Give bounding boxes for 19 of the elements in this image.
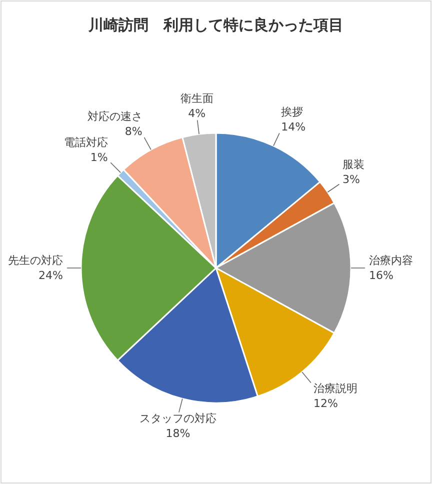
slice-label: 治療内容 (369, 254, 413, 267)
slice-label: 電話対応 (64, 136, 108, 149)
data-label: 18% (166, 427, 190, 440)
data-label: 14% (281, 120, 306, 134)
slice-label: スタッフの対応 (139, 412, 216, 426)
data-label: 16% (369, 269, 394, 282)
slice-label: 服装 (342, 158, 365, 171)
chart-title: 川崎訪問 利用して特に良かった項目 (88, 16, 344, 34)
data-label: 12% (314, 396, 338, 410)
slice-label: 治療説明 (314, 382, 358, 395)
slice-label: 先生の対応 (8, 254, 63, 267)
slice-label: 挨拶 (281, 106, 304, 119)
slice-label: 対応の速さ (87, 110, 142, 123)
data-label: 24% (38, 269, 63, 282)
data-label: 4% (188, 107, 206, 120)
data-label: 1% (90, 150, 108, 164)
data-label: 8% (124, 124, 142, 138)
data-label: 3% (342, 173, 360, 186)
slice-label: 衛生面 (180, 92, 214, 106)
